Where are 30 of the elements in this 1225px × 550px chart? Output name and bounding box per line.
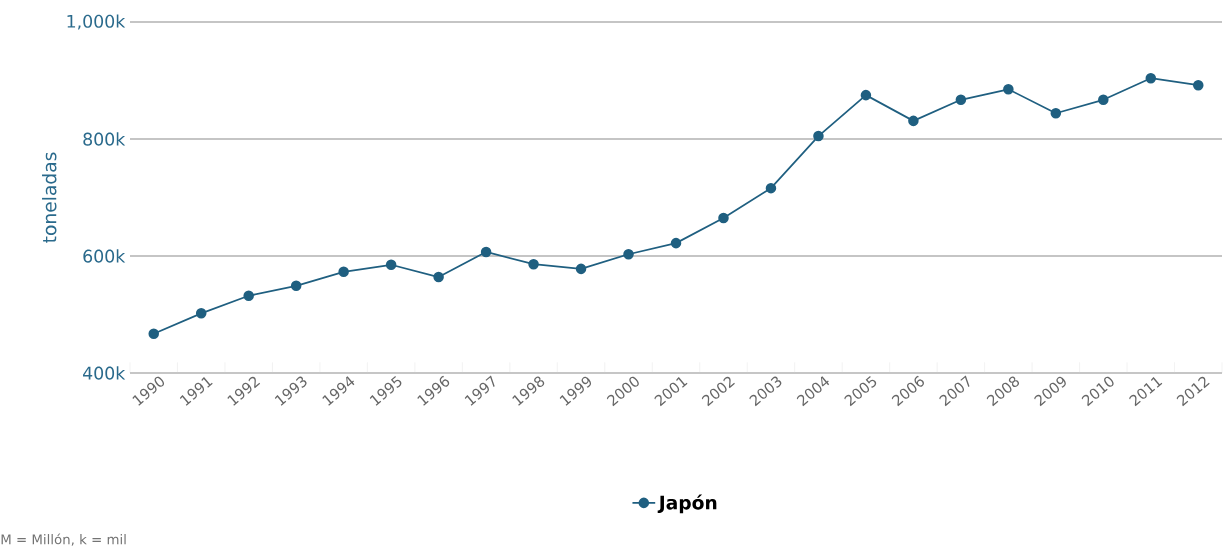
point [765,182,777,194]
y-tick-label: 400k [83,366,126,380]
point [290,280,302,292]
point [670,237,682,249]
point [243,290,254,302]
y-tick-label: 1,000k [67,14,126,30]
point [433,271,444,283]
point [575,263,587,275]
point [1145,72,1157,84]
point [1050,107,1062,119]
point [718,212,729,224]
point [338,266,349,278]
y-tick-label: 800k [83,132,126,146]
point [528,258,539,270]
point [955,94,967,106]
point [385,259,397,271]
point [1098,94,1109,106]
point [908,115,919,127]
point [195,308,207,319]
point [480,246,492,258]
point [813,130,824,142]
y-axis-title: toneladas [42,152,57,243]
point [1003,84,1014,95]
y-tick-label: 600k [83,249,126,263]
text: M = Millón, k = mil [1,533,126,546]
point [1193,79,1204,91]
point [623,248,634,260]
point [148,328,160,340]
point [860,89,872,101]
legend-label: Japón [657,494,717,514]
